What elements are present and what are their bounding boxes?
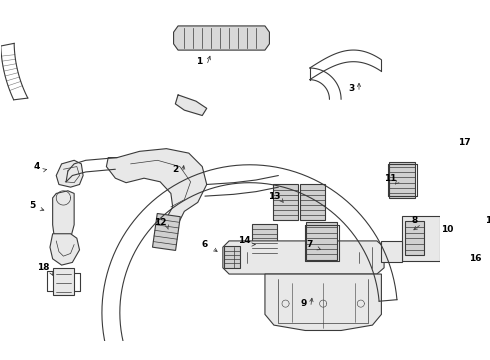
Polygon shape bbox=[106, 149, 207, 243]
Polygon shape bbox=[472, 132, 490, 160]
Text: 6: 6 bbox=[202, 240, 208, 249]
Text: 9: 9 bbox=[300, 299, 307, 308]
Polygon shape bbox=[50, 234, 79, 265]
Text: 11: 11 bbox=[384, 174, 396, 183]
Polygon shape bbox=[477, 249, 490, 272]
Polygon shape bbox=[224, 246, 240, 268]
Text: 1: 1 bbox=[196, 57, 203, 66]
Polygon shape bbox=[175, 95, 207, 116]
Polygon shape bbox=[300, 184, 325, 220]
Text: 3: 3 bbox=[349, 84, 355, 93]
Polygon shape bbox=[389, 162, 416, 198]
Text: 10: 10 bbox=[441, 225, 453, 234]
Text: 2: 2 bbox=[172, 165, 178, 174]
Text: 17: 17 bbox=[458, 138, 471, 147]
Polygon shape bbox=[306, 222, 337, 260]
Text: 8: 8 bbox=[412, 216, 417, 225]
Polygon shape bbox=[381, 241, 402, 262]
Text: 15: 15 bbox=[485, 216, 490, 225]
Text: 16: 16 bbox=[469, 254, 482, 263]
Polygon shape bbox=[52, 191, 74, 241]
Polygon shape bbox=[475, 225, 490, 257]
Polygon shape bbox=[56, 160, 83, 187]
Polygon shape bbox=[173, 26, 270, 50]
Polygon shape bbox=[252, 224, 277, 258]
Text: 12: 12 bbox=[154, 219, 167, 228]
Polygon shape bbox=[265, 274, 381, 330]
Polygon shape bbox=[402, 216, 440, 261]
Polygon shape bbox=[152, 213, 180, 251]
Polygon shape bbox=[405, 221, 424, 255]
Text: 7: 7 bbox=[307, 240, 313, 249]
Polygon shape bbox=[453, 216, 490, 261]
Polygon shape bbox=[273, 184, 298, 220]
Text: 4: 4 bbox=[33, 162, 40, 171]
Text: 18: 18 bbox=[37, 263, 50, 272]
Polygon shape bbox=[52, 268, 74, 294]
Text: 14: 14 bbox=[238, 237, 251, 246]
Polygon shape bbox=[223, 241, 384, 274]
Text: 13: 13 bbox=[268, 192, 280, 201]
Text: 5: 5 bbox=[29, 201, 35, 210]
